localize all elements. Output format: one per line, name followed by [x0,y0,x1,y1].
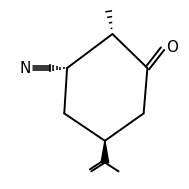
Text: O: O [166,40,178,55]
Text: N: N [19,60,31,76]
Polygon shape [101,141,109,163]
